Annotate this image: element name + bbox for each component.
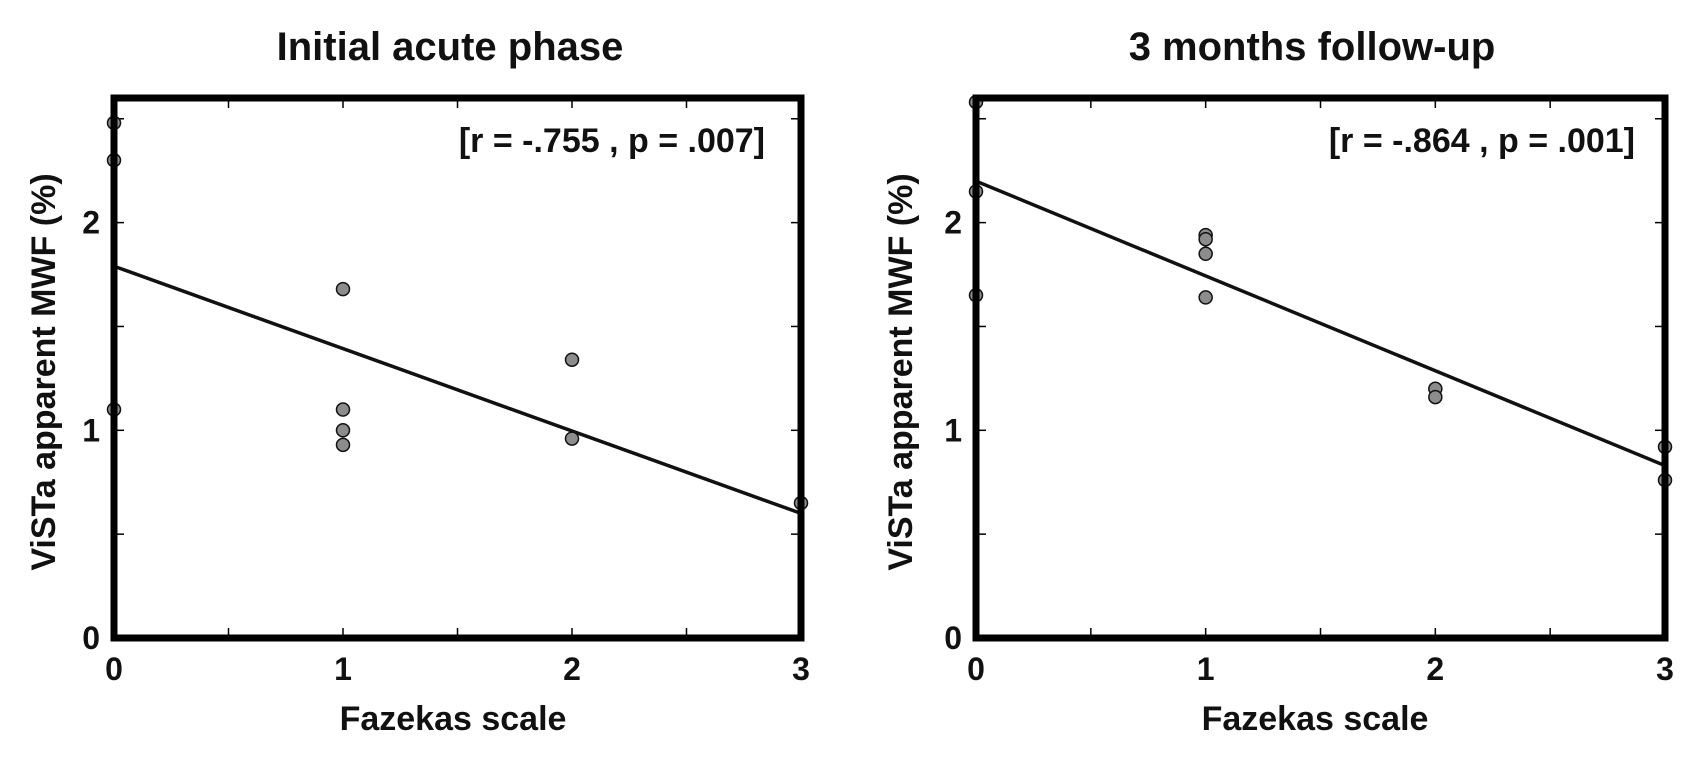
- x-tick-label: 1: [1197, 651, 1215, 687]
- points: [106, 115, 809, 511]
- data-point: [1198, 231, 1213, 247]
- chart-title: 3 months follow-up: [1129, 25, 1496, 69]
- data-point: [564, 431, 580, 446]
- x-tick-label: 2: [1426, 651, 1444, 687]
- x-tick-label: 0: [105, 651, 123, 687]
- x-axis-label: Fazekas scale: [1202, 700, 1429, 738]
- y-axis-label: ViSTa apparent MWF (%): [882, 173, 920, 570]
- plot-frame: [972, 94, 1669, 642]
- data-point: [1428, 389, 1443, 405]
- data-point: [564, 352, 580, 367]
- y-tick-label: 2: [82, 205, 100, 241]
- x-tick-label: 1: [334, 651, 352, 687]
- ticks: [114, 98, 801, 638]
- y-tick-label: 1: [944, 412, 962, 448]
- chart-title: Initial acute phase: [277, 25, 624, 69]
- x-tick-label: 3: [792, 651, 810, 687]
- data-point: [335, 437, 351, 453]
- correlation-annotation: [r = -.755 , p = .007]: [459, 122, 765, 160]
- x-tick-label: 3: [1656, 651, 1674, 687]
- fit-line: [975, 179, 1666, 468]
- y-tick-label: 2: [944, 205, 962, 241]
- panel-3-months-follow-up: 3 months follow-up [r = -.864 , p = .001…: [882, 25, 1674, 738]
- y-tick-label: 0: [82, 620, 100, 656]
- fit-line-group: [975, 179, 1666, 468]
- data-point: [1198, 246, 1213, 262]
- tick-labels: 0 1 2 3 0 1 2: [82, 205, 810, 687]
- data-point: [335, 402, 351, 417]
- y-axis-label: ViSTa apparent MWF (%): [25, 173, 63, 570]
- y-tick-label: 1: [82, 412, 100, 448]
- data-point: [335, 423, 351, 438]
- fit-line-group: [113, 264, 802, 516]
- tick-labels: 0 1 2 3 0 1 2: [944, 205, 1674, 687]
- fit-line: [113, 264, 802, 516]
- correlation-annotation: [r = -.864 , p = .001]: [1329, 122, 1635, 160]
- data-point: [335, 281, 351, 297]
- x-tick-label: 2: [563, 651, 581, 687]
- plot-frame: [110, 94, 805, 642]
- x-axis-label: Fazekas scale: [340, 700, 567, 738]
- data-point: [1198, 290, 1213, 305]
- x-tick-label: 0: [967, 651, 985, 687]
- ticks: [976, 98, 1665, 638]
- y-tick-label: 0: [944, 620, 962, 656]
- panel-initial-acute-phase: Initial acute phase [r = -.755 , p = .00…: [25, 25, 810, 738]
